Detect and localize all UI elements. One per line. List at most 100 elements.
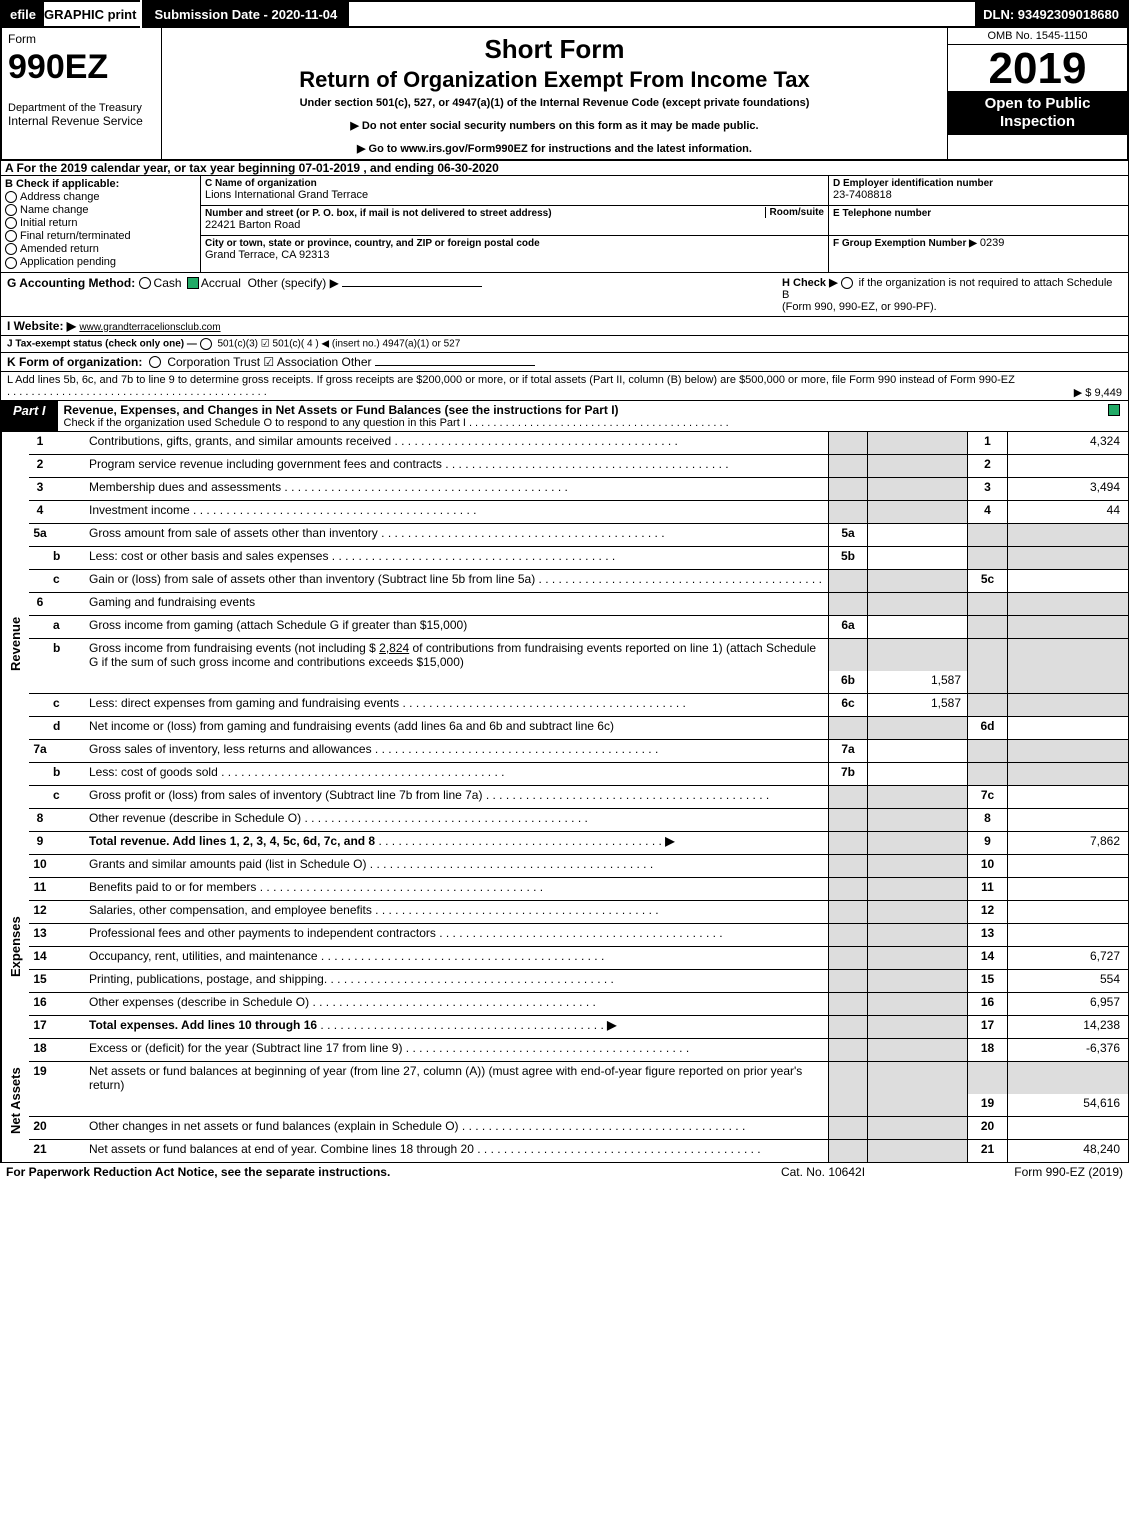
line-desc: Other revenue (describe in Schedule O)	[85, 809, 828, 832]
chk-final-return[interactable]: Final return/terminated	[5, 230, 196, 242]
chk-initial-return[interactable]: Initial return	[5, 217, 196, 229]
line-value: 6,957	[1008, 993, 1128, 1016]
rn-shade	[968, 694, 1008, 717]
mid-shade	[868, 717, 968, 740]
mid-shade	[868, 432, 968, 455]
line-value: 44	[1008, 501, 1128, 524]
graphic-print-label: GRAPHIC print	[44, 7, 140, 22]
chk-application-pending[interactable]: Application pending	[5, 256, 196, 268]
arrow-icon: ▶	[607, 1018, 616, 1032]
efile-button[interactable]: efile	[2, 0, 44, 28]
mid-shade	[828, 924, 868, 947]
line-value: 6,727	[1008, 947, 1128, 970]
chk-name-change[interactable]: Name change	[5, 204, 196, 216]
bubble-icon[interactable]	[149, 356, 161, 368]
mid-shade	[828, 809, 868, 832]
line-desc: Net assets or fund balances at beginning…	[85, 1062, 828, 1094]
line-value	[1008, 809, 1128, 832]
goto-link[interactable]: ▶ Go to www.irs.gov/Form990EZ for instru…	[170, 142, 939, 155]
chk-address-change[interactable]: Address change	[5, 191, 196, 203]
expenses-side-label: Expenses	[1, 855, 29, 1039]
line-num: 20	[29, 1117, 51, 1140]
bubble-icon[interactable]	[139, 277, 151, 289]
mid-shade	[868, 786, 968, 809]
sub-line: d	[51, 717, 85, 740]
line-num: 19	[29, 1062, 51, 1094]
mid-shade	[868, 593, 968, 616]
line17-bold: Total expenses. Add lines 10 through 16	[89, 1018, 317, 1032]
mid-shade	[828, 717, 868, 740]
irs-label: Internal Revenue Service	[8, 114, 155, 128]
other-specify-blank[interactable]	[342, 286, 482, 287]
line-value	[1008, 717, 1128, 740]
sub-line	[51, 1062, 85, 1094]
line-value: 54,616	[1008, 1094, 1128, 1117]
goto-text: ▶ Go to www.irs.gov/Form990EZ for instru…	[357, 143, 752, 155]
mid-shade	[828, 639, 868, 671]
sub-line	[51, 855, 85, 878]
section-h: H Check ▶ if the organization is not req…	[782, 276, 1122, 313]
line-num: 18	[29, 1039, 51, 1062]
mid-shade	[828, 1039, 868, 1062]
line-desc: Contributions, gifts, grants, and simila…	[85, 432, 828, 455]
return-title: Return of Organization Exempt From Incom…	[170, 67, 939, 93]
line-desc: Benefits paid to or for members	[85, 878, 828, 901]
sub-line	[51, 1140, 85, 1162]
other-blank[interactable]	[375, 365, 535, 366]
mid-shade	[828, 947, 868, 970]
rn-shade	[968, 639, 1008, 671]
part1-subtitle: Check if the organization used Schedule …	[64, 417, 466, 429]
line-num: 5a	[29, 524, 51, 547]
submission-date-text: Submission Date - 2020-11-04	[154, 7, 337, 22]
row-l-gross-receipts: L Add lines 5b, 6c, and 7b to line 9 to …	[0, 372, 1129, 401]
line-num: 2	[29, 455, 51, 478]
mid-shade	[868, 970, 968, 993]
line-num: 15	[29, 970, 51, 993]
line-num: 14	[29, 947, 51, 970]
revenue-side-label: Revenue	[1, 432, 29, 855]
mid-shade	[828, 1016, 868, 1039]
line-desc: Investment income	[85, 501, 828, 524]
mid-shade	[868, 924, 968, 947]
line-num: 17	[29, 1016, 51, 1039]
mid-shade	[868, 501, 968, 524]
mid-shade	[828, 501, 868, 524]
g-cash: Cash	[154, 276, 182, 290]
sub-line	[51, 478, 85, 501]
line-value	[1008, 1117, 1128, 1140]
mid-shade	[868, 832, 968, 855]
top-bar: efile GRAPHIC print Submission Date - 20…	[0, 0, 1129, 26]
checkbox-filled-icon	[1108, 404, 1120, 416]
submission-date-button[interactable]: Submission Date - 2020-11-04	[140, 0, 349, 28]
website-link[interactable]: www.grandterracelionsclub.com	[79, 322, 220, 333]
dots	[469, 417, 729, 429]
part1-schedule-o-check[interactable]	[1100, 401, 1128, 431]
rn-shade	[968, 616, 1008, 639]
rv-shade	[1008, 616, 1128, 639]
org-name: Lions International Grand Terrace	[205, 189, 368, 201]
line-value	[1008, 786, 1128, 809]
sub-line: b	[51, 763, 85, 786]
chk-label: Name change	[20, 204, 89, 216]
bubble-icon[interactable]	[841, 277, 853, 289]
sub-line: c	[51, 570, 85, 593]
mid-shade	[868, 1062, 968, 1094]
sub-line	[51, 901, 85, 924]
street-value: 22421 Barton Road	[205, 219, 300, 231]
header-right: OMB No. 1545-1150 2019 Open to Public In…	[947, 28, 1127, 159]
row-k-form-org: K Form of organization: Corporation Trus…	[0, 353, 1129, 372]
bubble-icon[interactable]	[200, 338, 212, 350]
g-other: Other (specify) ▶	[248, 276, 339, 290]
mid-shade	[868, 1016, 968, 1039]
sub-line	[51, 947, 85, 970]
checkbox-accrual-icon[interactable]	[187, 277, 199, 289]
page-footer: For Paperwork Reduction Act Notice, see …	[0, 1163, 1129, 1181]
line-desc: Less: cost of goods sold	[85, 763, 828, 786]
sub-line	[51, 924, 85, 947]
mid-val	[868, 524, 968, 547]
line-desc: Salaries, other compensation, and employ…	[85, 901, 828, 924]
sub-line	[51, 1039, 85, 1062]
chk-amended-return[interactable]: Amended return	[5, 243, 196, 255]
line-rn: 14	[968, 947, 1008, 970]
mid-shade	[868, 809, 968, 832]
